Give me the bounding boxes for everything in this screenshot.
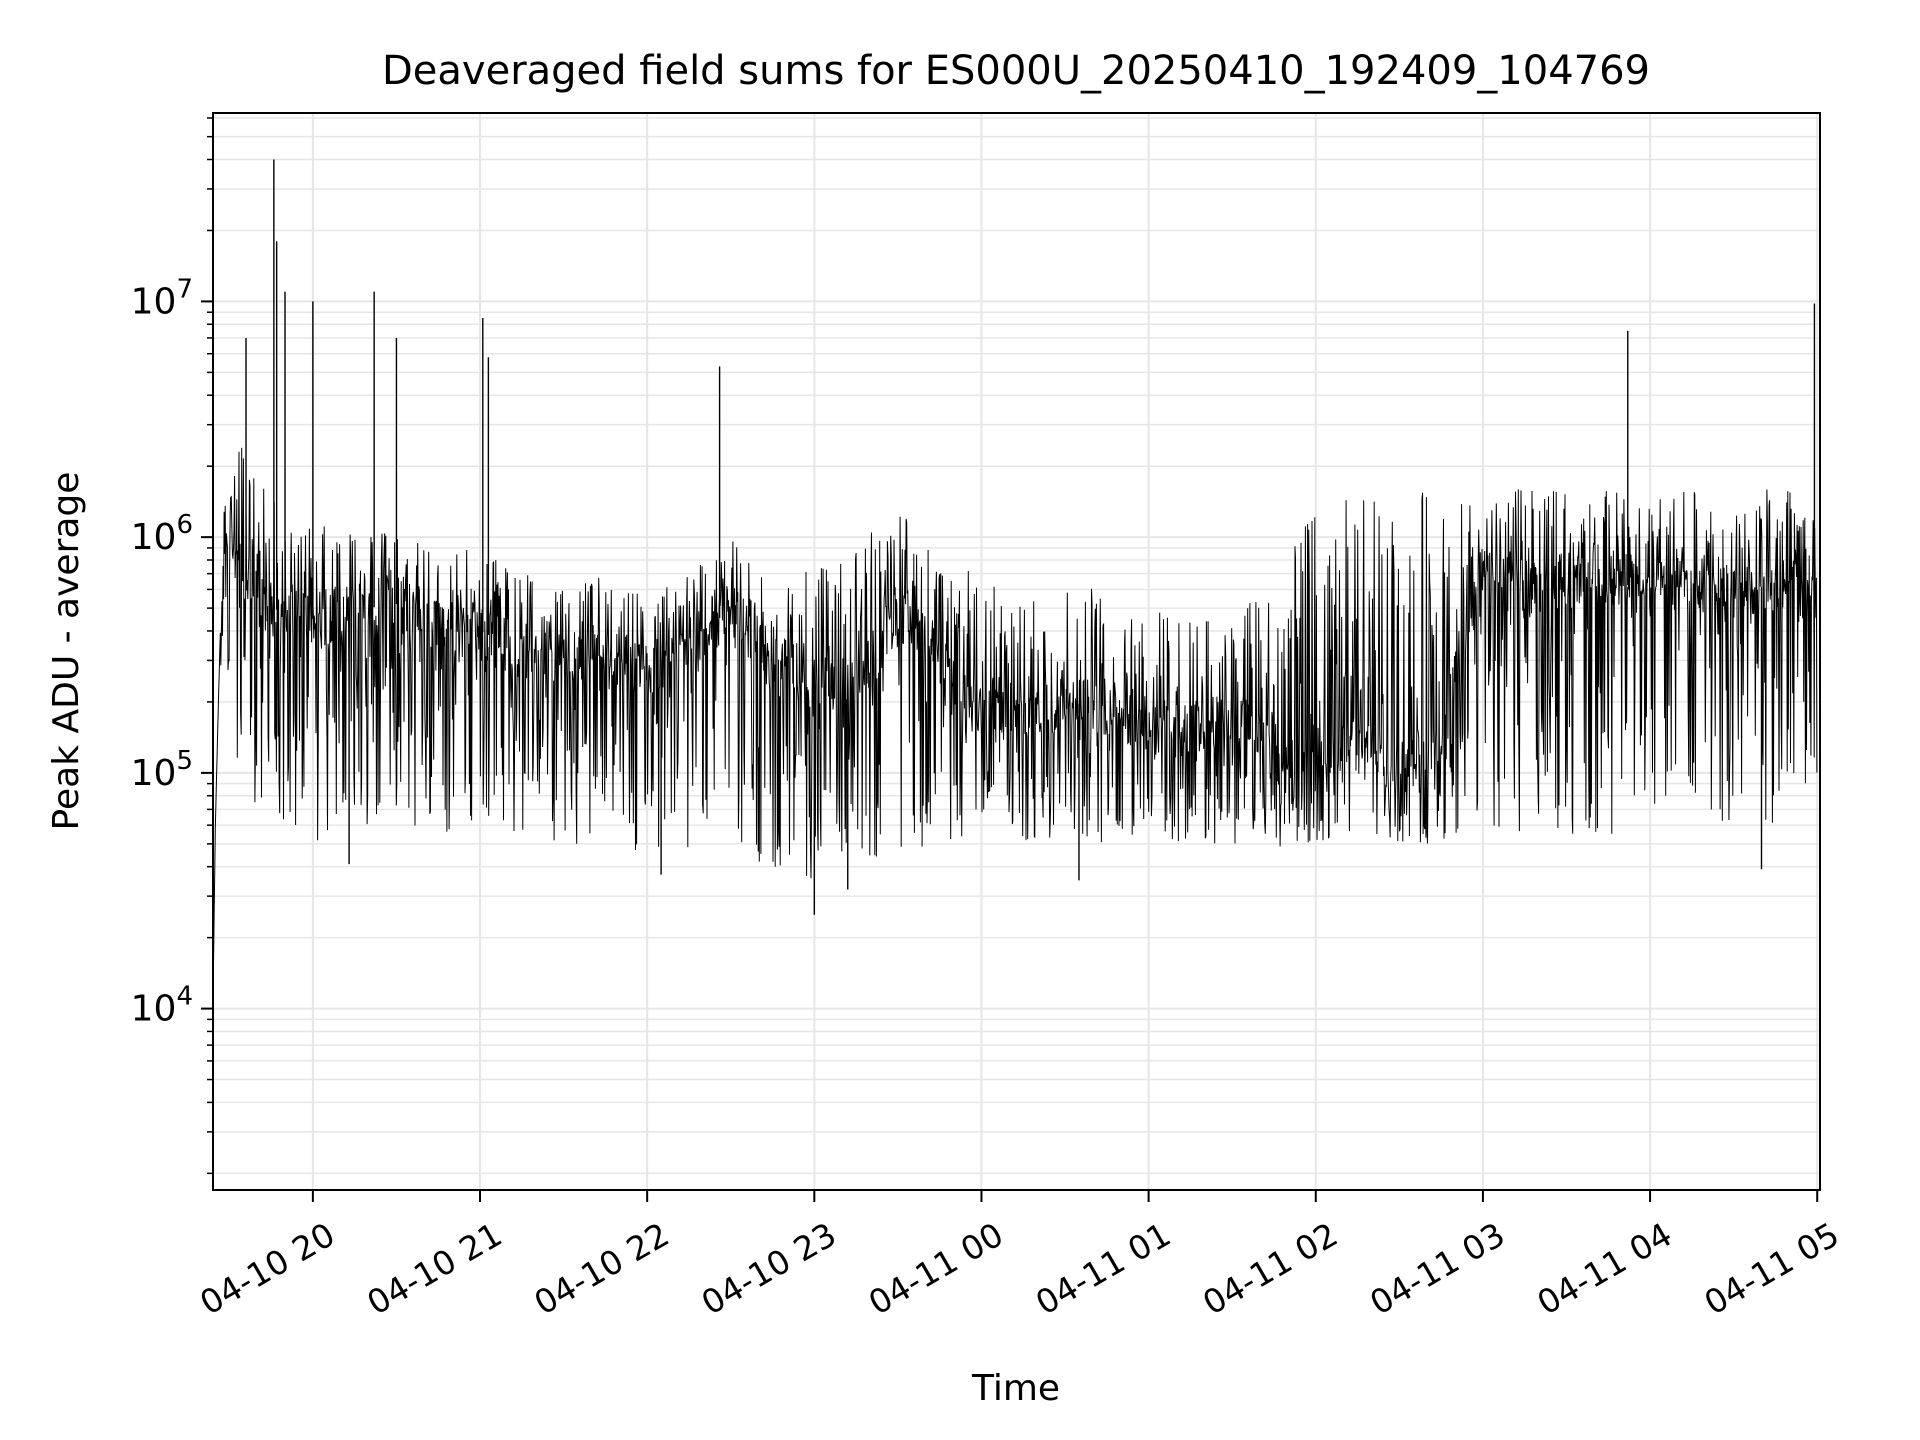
- series-line-group: [212, 159, 1818, 1032]
- y-tick-label: 105: [131, 746, 193, 794]
- y-tick-label: 107: [131, 274, 193, 322]
- y-tick-label: 106: [131, 510, 193, 558]
- x-axis-label: Time: [971, 1368, 1060, 1409]
- y-axis: 104 105 106 107: [131, 117, 213, 1175]
- plot-frame: [212, 112, 1821, 1191]
- series-line: [212, 447, 1818, 1032]
- y-tick-label: 104: [131, 982, 193, 1030]
- chart-title: Deaveraged field sums for ES000U_2025041…: [382, 48, 1650, 94]
- y-axis-label: Peak ADU - average: [46, 472, 87, 831]
